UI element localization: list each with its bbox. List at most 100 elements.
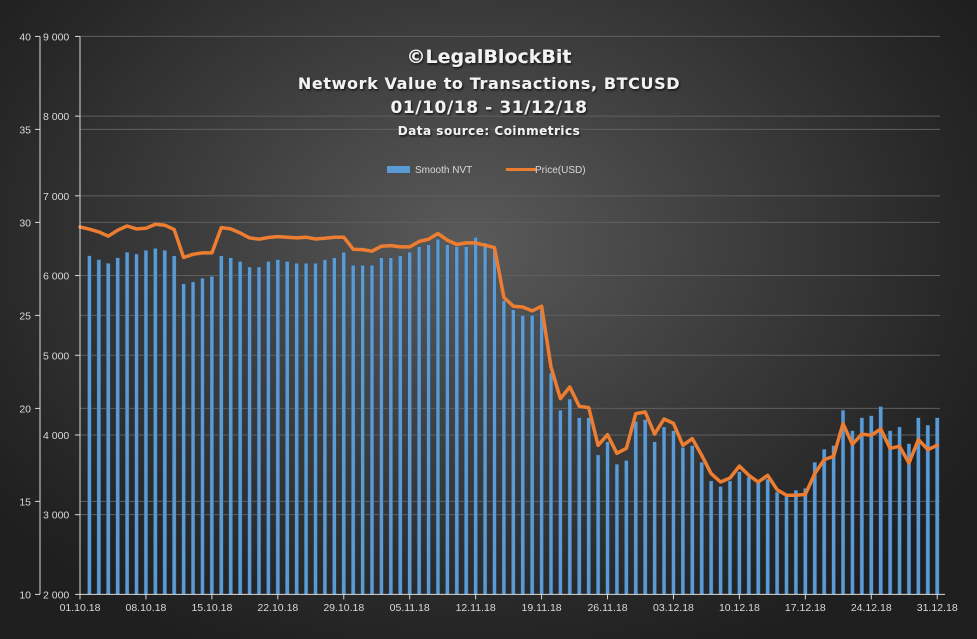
price-tick-label: 4 000 [43,430,69,442]
x-tick-label: 17.12.18 [785,602,826,614]
nvt-bar [219,255,224,595]
nvt-bar [605,441,610,595]
nvt-bar [247,266,252,595]
nvt-bar [398,255,403,595]
x-tick-label: 22.10.18 [257,602,298,614]
nvt-bar [379,257,384,595]
nvt-bar [709,480,714,595]
price-line-group [78,222,939,498]
legend: Smooth NVT Price(USD) [387,165,586,176]
nvt-bar [266,261,271,595]
nvt-bar [228,257,233,595]
nvt-bar [869,415,874,595]
axes: 10 15 20 25 30 35 40 2 000 3 000 4 000 5 000 6 000 7… [19,31,958,614]
nvt-bar [106,263,111,595]
nvt-bar [115,257,120,595]
nvt-bar [351,264,356,595]
nvt-bar [303,263,309,595]
nvt-bar [850,430,855,595]
nvt-bar [859,417,864,595]
price-tick-label: 2 000 [43,589,69,601]
nvt-bar [134,253,139,595]
nvt-bar [539,309,544,595]
nvt-tick-label: 30 [19,217,31,229]
nvt-bar [690,445,695,595]
nvt-bar [322,259,328,595]
nvt-bar [313,263,318,595]
nvt-bar [143,250,149,595]
nvt-bar [473,237,478,595]
nvt-bar [190,281,196,595]
nvt-bar [96,259,101,595]
nvt-bar [822,449,827,595]
nvt-bar [200,278,205,595]
nvt-tick-label: 10 [19,589,31,601]
nvt-bar [520,315,525,595]
nvt-bar [633,421,638,595]
legend-nvt-swatch [387,166,410,173]
x-tick-label: 29.10.18 [323,602,364,614]
x-tick-label: 15.10.18 [191,602,232,614]
nvt-tick-label: 40 [19,31,31,43]
nvt-bar [285,261,290,595]
nvt-bar [831,445,836,595]
nvt-tick-label: 25 [19,310,31,322]
chart-title: ©LegalBlockBit [407,46,572,68]
nvt-bar [643,419,648,595]
nvt-bar [530,315,535,595]
nvt-bar [256,266,262,595]
nvt-bar [624,460,629,595]
nvt-bar [209,276,214,595]
x-tick-label: 26.11.18 [587,602,627,614]
nvt-bar [718,486,723,595]
nvt-bar [388,257,393,595]
nvt-bar [162,250,167,595]
nvt-bar [341,251,346,595]
nvt-bar [812,462,817,595]
nvt-bar [906,443,912,595]
price-tick-label: 7 000 [43,191,69,203]
nvt-bar [661,426,667,595]
nvt-tick-label: 15 [19,496,31,508]
nvt-bar [671,430,676,595]
nvt-bar [294,263,299,595]
nvt-bar [332,257,337,595]
nvt-bar [464,246,469,595]
nvt-bar [417,246,422,595]
price-tick-label: 8 000 [43,111,69,123]
legend-nvt-label: Smooth NVT [415,165,472,176]
nvt-bar [652,441,657,595]
nvt-bar [548,372,554,595]
x-tick-label: 10.12.18 [719,602,760,614]
nvt-bar [614,464,620,595]
nvt-bar [181,283,186,595]
x-tick-label: 24.12.18 [851,602,892,614]
nvt-bar [746,477,751,595]
nvt-bar [840,410,846,595]
nvt-bar [793,490,799,595]
chart-subtitle: Network Value to Transactions, BTCUSD [298,74,680,93]
nvt-bar [727,480,733,595]
nvt-bar [153,248,158,595]
nvt-bar [454,246,459,595]
nvt-bar [680,447,685,595]
chart-date-range: 01/10/18 - 31/12/18 [390,98,587,118]
x-tick-label: 03.12.18 [653,602,694,614]
nvt-bars [87,237,940,595]
nvt-bar [87,255,92,595]
nvt-bar [765,478,770,595]
x-tick-label: 05.11.18 [390,602,430,614]
nvt-bar [124,251,130,595]
nvt-bar [586,417,591,595]
price-line [78,222,939,498]
x-tick-label: 08.10.18 [126,602,167,614]
nvt-bar [445,244,450,595]
nvt-bar [369,264,375,595]
nvt-bar [558,410,563,595]
chart-titles: ©LegalBlockBit Network Value to Transact… [298,46,680,138]
nvt-bar [756,480,761,595]
chart-source: Data source: Coinmetrics [398,124,581,138]
nvt-bar [435,238,441,595]
price-tick-label: 6 000 [43,271,69,283]
